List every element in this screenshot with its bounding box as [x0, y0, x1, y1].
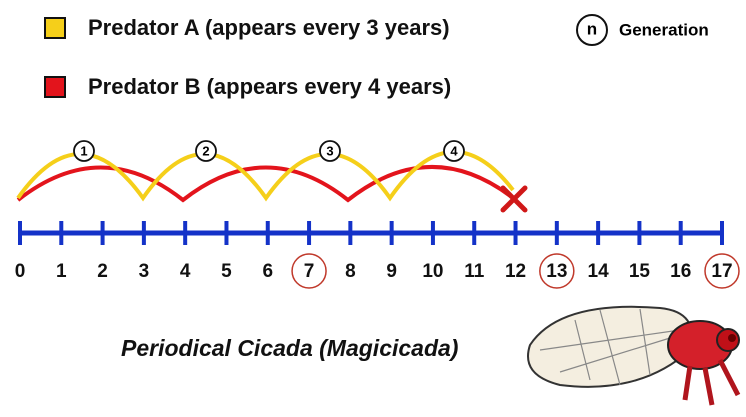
- tick-label: 3: [139, 261, 150, 282]
- end-cross: [500, 185, 528, 213]
- tick-label: 10: [422, 261, 443, 282]
- tick-label: 2: [97, 261, 108, 282]
- prime-circle: [291, 253, 327, 289]
- legend-label: Predator A (appears every 3 years): [88, 15, 450, 40]
- tick-label: 17: [711, 261, 732, 282]
- legend-swatch-a: [44, 17, 66, 39]
- tick-label: 14: [588, 261, 610, 282]
- tick-label: 8: [345, 261, 356, 282]
- tick-label: 15: [629, 261, 651, 282]
- prime-circle: [539, 253, 575, 289]
- generation-key-circle: [576, 14, 608, 46]
- generation-label: 2: [202, 143, 209, 158]
- generation-key-label: Generation: [619, 20, 709, 39]
- tick-label: 5: [221, 261, 232, 282]
- tick-label: 4: [180, 261, 191, 282]
- cicada-illustration: [527, 305, 741, 406]
- prime-circle: [704, 253, 740, 289]
- generation-circle: [195, 140, 217, 162]
- tick-label: 7: [304, 261, 315, 282]
- predator-b-arc: [16, 165, 515, 203]
- generation-circle: [443, 140, 465, 162]
- generation-label: 3: [326, 143, 333, 158]
- tick-label: 9: [386, 261, 397, 282]
- predator-b-arcs: [16, 165, 515, 203]
- tick-label: 1: [56, 261, 67, 282]
- tick-label: 6: [262, 261, 273, 282]
- legend-label: Predator B (appears every 4 years): [88, 74, 451, 99]
- caption: Periodical Cicada (Magicicada): [121, 335, 458, 361]
- tick-label: 11: [464, 261, 485, 282]
- generation-label: 4: [450, 143, 458, 158]
- tick-label: 0: [15, 261, 26, 282]
- generation-circle: [73, 140, 95, 162]
- legend-swatch-b: [44, 76, 66, 98]
- generation-label: 1: [80, 143, 87, 158]
- tick-label: 12: [505, 261, 526, 282]
- tick-label: 16: [670, 261, 691, 282]
- tick-label: 13: [546, 261, 567, 282]
- predator-a-arcs: [16, 150, 515, 202]
- generation-circle: [319, 140, 341, 162]
- predator-a-arc: [16, 150, 515, 202]
- generation-key-symbol: n: [587, 19, 597, 38]
